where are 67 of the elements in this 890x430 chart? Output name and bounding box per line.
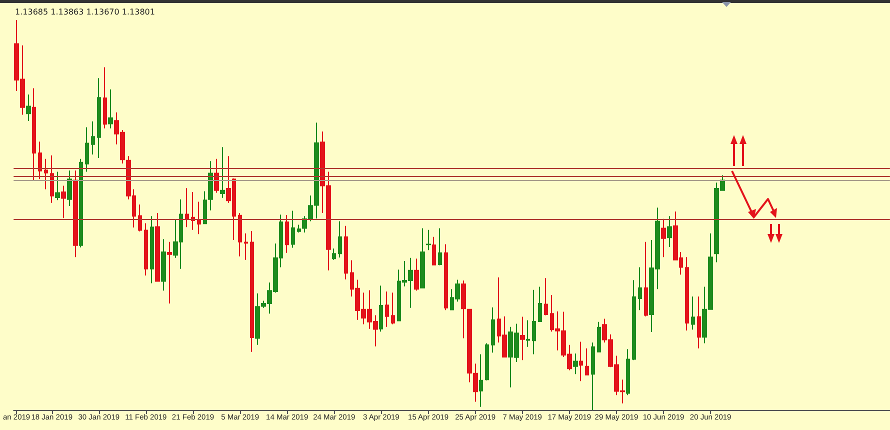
candlestick: [38, 141, 42, 180]
candlestick: [108, 88, 113, 129]
candlestick: [414, 258, 419, 292]
candlestick: [379, 285, 383, 332]
candlestick: [532, 289, 536, 355]
candlestick: [667, 216, 672, 248]
candlestick: [573, 352, 578, 375]
candlestick: [250, 230, 254, 352]
candlestick: [579, 341, 583, 382]
candlestick: [161, 238, 166, 292]
candlestick: [661, 218, 666, 258]
candlestick: [138, 204, 142, 232]
candlestick: [103, 66, 107, 129]
candlestick: [44, 158, 48, 190]
candlestick: [438, 228, 442, 266]
candlestick: [591, 342, 595, 410]
candlestick: [632, 280, 636, 361]
candlestick: [691, 296, 695, 330]
candlestick: [97, 78, 101, 159]
candlestick: [185, 188, 189, 228]
candlestick: [685, 256, 689, 331]
candlestick: [167, 241, 172, 304]
candlestick: [444, 244, 448, 311]
candlestick: [520, 316, 525, 361]
candlestick: [85, 126, 89, 172]
candlestick: [67, 170, 72, 207]
candlestick: [420, 228, 425, 288]
candlestick: [238, 212, 242, 257]
candlestick: [697, 296, 701, 349]
candlestick: [638, 266, 642, 311]
candlestick: [61, 185, 66, 219]
candlestick: [26, 94, 31, 122]
candlestick: [385, 290, 389, 328]
candlestick: [91, 120, 95, 156]
candlestick: [485, 342, 489, 381]
candlestick: [197, 201, 201, 235]
candlestick: [538, 286, 542, 322]
candlestick: [479, 354, 483, 408]
text: 1.13685 1.13863 1.13670 1.13801: [15, 8, 155, 16]
candlestick: [491, 306, 495, 354]
candlestick: [526, 320, 530, 348]
candlestick: [426, 229, 431, 251]
candlestick: [73, 170, 78, 258]
candlestick: [644, 241, 648, 317]
candlestick: [144, 222, 148, 276]
candlestick: [332, 248, 336, 260]
candlestick: [461, 280, 466, 339]
candlestick: [344, 225, 348, 280]
candlestick: [191, 191, 195, 230]
candlestick: [244, 232, 248, 260]
candlestick: [544, 278, 548, 316]
candlestick: [391, 292, 395, 325]
candlestick: [338, 220, 342, 258]
candlestick: [597, 321, 601, 353]
candlestick: [214, 158, 219, 194]
candlestick: [79, 158, 83, 248]
candlestick: [432, 236, 436, 266]
candlestick: [585, 348, 589, 376]
candlestick: [285, 214, 289, 254]
candlestick: [50, 154, 54, 204]
candlestick: [55, 171, 60, 201]
candlestick: [150, 216, 154, 284]
candlestick: [291, 210, 295, 248]
candlestick: [32, 88, 36, 181]
candlestick: [155, 212, 160, 282]
candlestick: [220, 146, 225, 198]
candlestick: [626, 348, 630, 396]
